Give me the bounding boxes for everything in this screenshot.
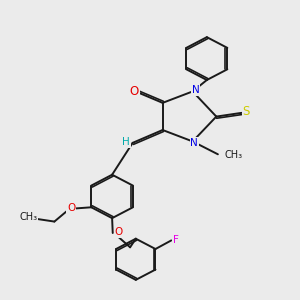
Text: CH₃: CH₃ bbox=[225, 150, 243, 160]
Text: N: N bbox=[190, 138, 198, 148]
Text: F: F bbox=[173, 235, 179, 245]
Text: N: N bbox=[192, 85, 200, 95]
Text: CH₃: CH₃ bbox=[20, 212, 38, 222]
Text: S: S bbox=[243, 105, 250, 118]
Text: O: O bbox=[67, 202, 75, 213]
Text: O: O bbox=[114, 227, 122, 237]
Text: H: H bbox=[122, 137, 130, 147]
Text: O: O bbox=[130, 85, 139, 98]
